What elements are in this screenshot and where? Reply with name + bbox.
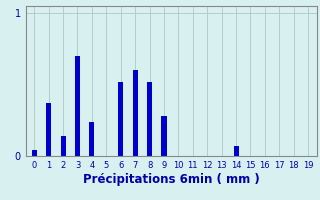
Bar	[46, 103, 51, 156]
Bar	[234, 146, 239, 156]
X-axis label: Précipitations 6min ( mm ): Précipitations 6min ( mm )	[83, 173, 260, 186]
Bar	[75, 56, 80, 156]
Bar	[162, 116, 166, 156]
Bar	[118, 82, 123, 156]
Bar	[60, 136, 66, 156]
Bar	[89, 122, 94, 156]
Bar	[147, 82, 152, 156]
Bar	[132, 70, 138, 156]
Bar	[32, 150, 37, 156]
